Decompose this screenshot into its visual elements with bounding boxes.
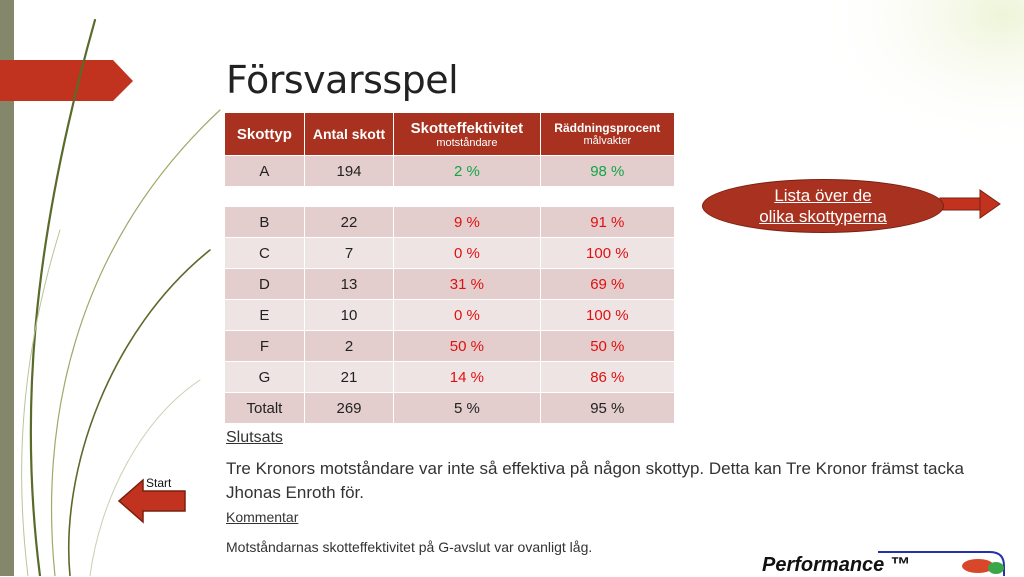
- comment-text: Motståndarnas skotteffektivitet på G-avs…: [226, 539, 593, 555]
- header-save-percentage: Räddningsprocent målvakter: [540, 113, 674, 156]
- comment-heading: Kommentar: [226, 509, 299, 525]
- cell-save: 98 %: [540, 155, 674, 186]
- table-row: G 21 14 % 86 %: [225, 361, 674, 393]
- cell-shots: 21: [304, 361, 395, 393]
- cell-efficiency: 9 %: [393, 206, 541, 238]
- cell-type: C: [225, 237, 305, 269]
- cell-type: B: [225, 206, 305, 238]
- cell-save: 69 %: [540, 268, 674, 300]
- shot-statistics-table: Skottyp Antal skott Skotteffektivitet mo…: [225, 113, 674, 423]
- cell-type: F: [225, 330, 305, 362]
- header-shot-efficiency: Skotteffektivitet motståndare: [393, 113, 541, 156]
- header-shot-count: Antal skott: [304, 113, 395, 156]
- cell-shots: 269: [304, 392, 395, 423]
- table-header-row: Skottyp Antal skott Skotteffektivitet mo…: [225, 113, 674, 156]
- cell-shots: 194: [304, 155, 395, 186]
- cell-shots: 22: [304, 206, 395, 238]
- table-row: D 13 31 % 69 %: [225, 268, 674, 300]
- cell-type: G: [225, 361, 305, 393]
- table-row: E 10 0 % 100 %: [225, 299, 674, 331]
- table-row: B 22 9 % 91 %: [225, 206, 674, 238]
- cell-save: 91 %: [540, 206, 674, 238]
- shot-types-link-line2[interactable]: olika skottyperna: [759, 207, 887, 226]
- cell-efficiency: 31 %: [393, 268, 541, 300]
- cell-type: Totalt: [225, 392, 305, 423]
- table-row: C 7 0 % 100 %: [225, 237, 674, 269]
- slide-title: Försvarsspel: [226, 58, 459, 102]
- title-ribbon: [0, 60, 133, 101]
- cell-efficiency: 0 %: [393, 237, 541, 269]
- cell-shots: 2: [304, 330, 395, 362]
- cell-shots: 13: [304, 268, 395, 300]
- shot-types-link-line1[interactable]: Lista över de: [774, 186, 872, 205]
- cell-type: E: [225, 299, 305, 331]
- performance-logo: [878, 551, 1005, 576]
- brand-logo-text: Performance ™: [762, 554, 910, 576]
- shot-types-link-bubble[interactable]: Lista över de olika skottyperna: [702, 179, 944, 233]
- cell-shots: 10: [304, 299, 395, 331]
- start-button-label[interactable]: Start: [146, 476, 172, 490]
- cell-efficiency: 0 %: [393, 299, 541, 331]
- cell-save: 50 %: [540, 330, 674, 362]
- cell-shots: 7: [304, 237, 395, 269]
- cell-type: A: [225, 155, 305, 186]
- cell-efficiency: 50 %: [393, 330, 541, 362]
- cell-save: 86 %: [540, 361, 674, 393]
- cell-efficiency: 2 %: [393, 155, 541, 186]
- cell-efficiency: 5 %: [393, 392, 541, 423]
- cell-type: D: [225, 268, 305, 300]
- bubble-link-arrow: [939, 189, 1001, 219]
- table-row: A 194 2 % 98 %: [225, 155, 674, 186]
- cell-efficiency: 14 %: [393, 361, 541, 393]
- cell-save: 100 %: [540, 299, 674, 331]
- cell-save: 95 %: [540, 392, 674, 423]
- conclusion-text: Tre Kronors motståndare var inte så effe…: [226, 459, 964, 502]
- table-row: F 2 50 % 50 %: [225, 330, 674, 362]
- table-total-row: Totalt 269 5 % 95 %: [225, 392, 674, 423]
- start-arrow-icon[interactable]: [117, 478, 187, 524]
- header-shot-type: Skottyp: [225, 113, 305, 156]
- cell-save: 100 %: [540, 237, 674, 269]
- left-sidebar-bar: [0, 0, 14, 576]
- conclusion-heading: Slutsats: [226, 429, 283, 446]
- table-spacer-row: [225, 186, 674, 207]
